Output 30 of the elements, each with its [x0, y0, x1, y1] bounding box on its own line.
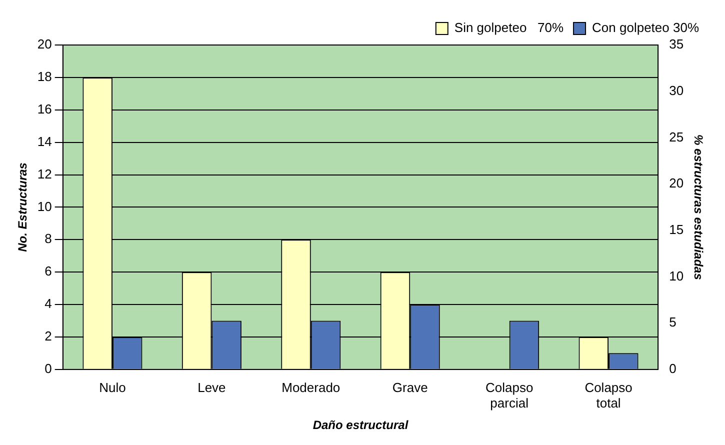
- x-tick-label: Colapso parcial: [485, 380, 534, 410]
- y2-tick-label: 30: [669, 82, 684, 98]
- y-tick-label: 10: [37, 198, 52, 214]
- x-tick-label: Moderado: [282, 380, 340, 395]
- y2-tick-label: 5: [669, 314, 676, 330]
- y2-tick-label: 35: [669, 36, 684, 52]
- x-tick-label: Leve: [198, 380, 226, 395]
- y-tick-label: 18: [37, 69, 52, 84]
- y2-tick-label: 20: [669, 176, 684, 191]
- y-tick-label: 2: [44, 328, 52, 344]
- y2-tick-label: 25: [669, 129, 684, 144]
- legend-label: Con golpeteo 30%: [592, 20, 700, 36]
- y2-tick-label: 10: [669, 268, 684, 284]
- y-tick-label: 0: [44, 360, 52, 376]
- y-tick-label: 8: [44, 231, 52, 246]
- y-tick-label: 12: [37, 166, 52, 182]
- y-tick-label: 4: [44, 296, 52, 312]
- x-tick-label: Colapso total: [584, 380, 632, 410]
- y2-tick-label: 0: [669, 360, 676, 376]
- y-axis-title: No. Estructuras: [16, 162, 30, 252]
- y2-axis-title: % estructuras estudiadas: [691, 134, 706, 280]
- y-tick-label: 20: [37, 36, 52, 52]
- y2-tick-label: 15: [669, 222, 684, 237]
- legend-label: Sin golpeteo 70%: [454, 20, 564, 36]
- y-tick-label: 16: [37, 101, 52, 116]
- y-tick-label: 14: [37, 134, 52, 149]
- x-tick-label: Nulo: [99, 380, 126, 395]
- y-tick-label: 6: [44, 264, 52, 279]
- x-tick-label: Grave: [392, 380, 428, 395]
- x-axis-title: Daño estructural: [312, 418, 409, 432]
